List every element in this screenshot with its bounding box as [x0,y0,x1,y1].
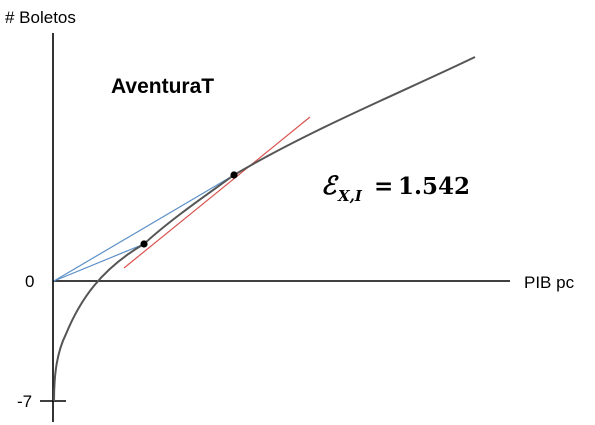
x-axis-label: PIB pc [524,273,575,292]
elasticity-formula: ℰ X,I = 1.542 [321,171,470,205]
intercept-label: -7 [17,392,32,411]
elasticity-equals: = [374,173,393,200]
curve-point-1 [140,240,148,248]
chord-to-point-1 [53,243,145,282]
elasticity-value: 1.542 [398,173,470,200]
tangent-line [123,116,311,269]
elasticity-symbol: ℰ [321,171,339,200]
chart-title: AventuraT [111,75,214,98]
elasticity-subscript: X,I [337,187,363,205]
chord-to-point-2 [53,174,235,282]
y-axis-label: # Boletos [5,8,76,27]
engel-curve [53,56,476,402]
curve-point-2 [230,171,238,179]
origin-label: 0 [25,272,34,291]
